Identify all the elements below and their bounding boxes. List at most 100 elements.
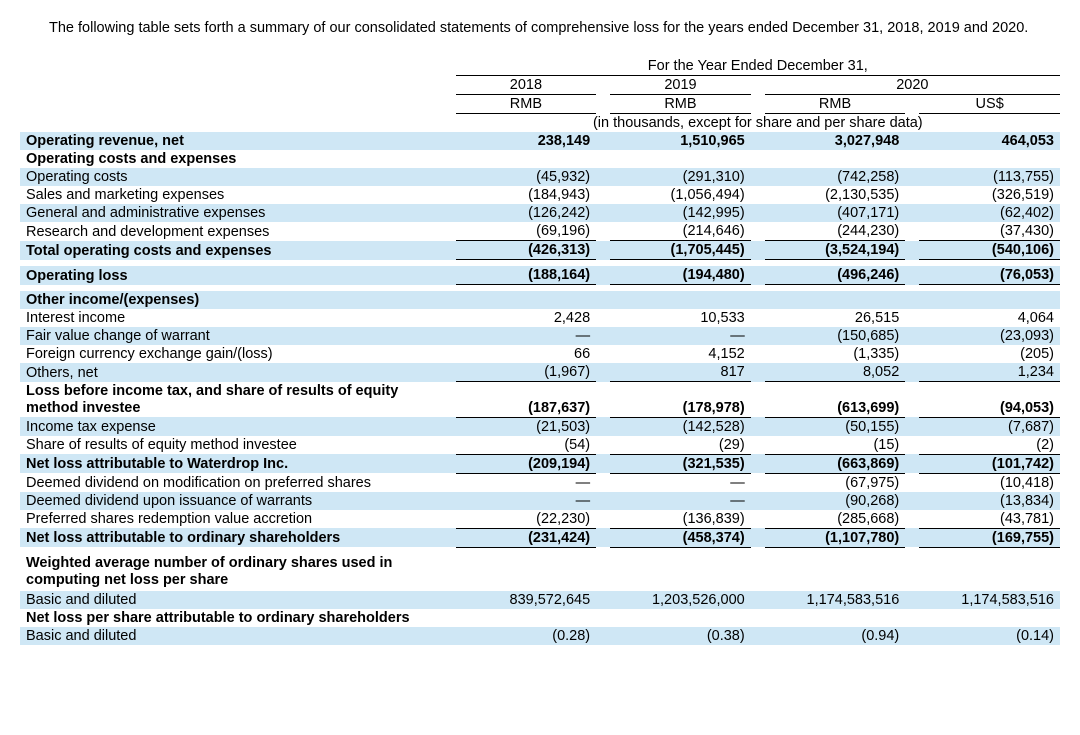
label-equity: Share of results of equity method invest… bbox=[20, 436, 442, 455]
val-lbt-2: (178,978) bbox=[610, 382, 751, 418]
label-op-rev: Operating revenue, net bbox=[20, 132, 442, 150]
header-note-row: (in thousands, except for share and per … bbox=[20, 114, 1060, 133]
row-op-costs: Operating costs (45,932) (291,310) (742,… bbox=[20, 168, 1060, 186]
label-bd1: Basic and diluted bbox=[20, 591, 442, 609]
val-deemed-mod-4: (10,418) bbox=[919, 473, 1060, 492]
label-op-loss: Operating loss bbox=[20, 266, 442, 285]
year-2020: 2020 bbox=[765, 76, 1060, 95]
val-bd1-4: 1,174,583,516 bbox=[919, 591, 1060, 609]
label-accretion: Preferred shares redemption value accret… bbox=[20, 510, 442, 529]
val-accretion-4: (43,781) bbox=[919, 510, 1060, 529]
header-currency-row: RMB RMB RMB US$ bbox=[20, 95, 1060, 114]
val-fv-warr-3: (150,685) bbox=[765, 327, 906, 345]
val-fv-warr-1: — bbox=[456, 327, 597, 345]
val-sm-4: (326,519) bbox=[919, 186, 1060, 204]
header-year-row: 2018 2019 2020 bbox=[20, 76, 1060, 95]
val-deemed-war-2: — bbox=[610, 492, 751, 510]
row-rd: Research and development expenses (69,19… bbox=[20, 222, 1060, 241]
label-deemed-mod: Deemed dividend on modification on prefe… bbox=[20, 473, 442, 492]
row-fx: Foreign currency exchange gain/(loss) 66… bbox=[20, 345, 1060, 363]
label-op-costs: Operating costs bbox=[20, 168, 442, 186]
row-wavg-header: Weighted average number of ordinary shar… bbox=[20, 554, 1060, 591]
label-others: Others, net bbox=[20, 363, 442, 382]
row-lbt: Loss before income tax, and share of res… bbox=[20, 382, 1060, 418]
val-lbt-1: (187,637) bbox=[456, 382, 597, 418]
val-deemed-mod-2: — bbox=[610, 473, 751, 492]
row-nl-wd: Net loss attributable to Waterdrop Inc. … bbox=[20, 454, 1060, 473]
val-bd2-2: (0.38) bbox=[610, 627, 751, 645]
row-fv-warr: Fair value change of warrant — — (150,68… bbox=[20, 327, 1060, 345]
val-tax-1: (21,503) bbox=[456, 417, 597, 436]
row-op-rev: Operating revenue, net 238,149 1,510,965… bbox=[20, 132, 1060, 150]
row-nl-ord: Net loss attributable to ordinary shareh… bbox=[20, 528, 1060, 547]
val-others-4: 1,234 bbox=[919, 363, 1060, 382]
row-accretion: Preferred shares redemption value accret… bbox=[20, 510, 1060, 529]
val-op-rev-3: 3,027,948 bbox=[765, 132, 906, 150]
val-lbt-4: (94,053) bbox=[919, 382, 1060, 418]
label-int-inc: Interest income bbox=[20, 309, 442, 327]
label-ga: General and administrative expenses bbox=[20, 204, 442, 222]
val-bd2-1: (0.28) bbox=[456, 627, 597, 645]
val-nl-wd-3: (663,869) bbox=[765, 454, 906, 473]
row-bd2: Basic and diluted (0.28) (0.38) (0.94) (… bbox=[20, 627, 1060, 645]
val-equity-4: (2) bbox=[919, 436, 1060, 455]
val-total-opex-3: (3,524,194) bbox=[765, 241, 906, 260]
unit-2020-usd: US$ bbox=[919, 95, 1060, 114]
val-op-rev-2: 1,510,965 bbox=[610, 132, 751, 150]
val-op-loss-1: (188,164) bbox=[456, 266, 597, 285]
label-deemed-war: Deemed dividend upon issuance of warrant… bbox=[20, 492, 442, 510]
val-nl-ord-4: (169,755) bbox=[919, 528, 1060, 547]
label-lbt: Loss before income tax, and share of res… bbox=[20, 382, 442, 418]
val-op-costs-2: (291,310) bbox=[610, 168, 751, 186]
val-bd1-3: 1,174,583,516 bbox=[765, 591, 906, 609]
val-op-costs-1: (45,932) bbox=[456, 168, 597, 186]
val-tax-3: (50,155) bbox=[765, 417, 906, 436]
intro-paragraph: The following table sets forth a summary… bbox=[20, 18, 1060, 39]
val-int-inc-2: 10,533 bbox=[610, 309, 751, 327]
val-bd2-4: (0.14) bbox=[919, 627, 1060, 645]
row-opex-header: Operating costs and expenses bbox=[20, 150, 1060, 168]
val-nl-wd-4: (101,742) bbox=[919, 454, 1060, 473]
val-sm-2: (1,056,494) bbox=[610, 186, 751, 204]
val-bd1-1: 839,572,645 bbox=[456, 591, 597, 609]
val-ga-4: (62,402) bbox=[919, 204, 1060, 222]
val-op-loss-3: (496,246) bbox=[765, 266, 906, 285]
year-2018: 2018 bbox=[456, 76, 597, 95]
val-bd1-2: 1,203,526,000 bbox=[610, 591, 751, 609]
label-fx: Foreign currency exchange gain/(loss) bbox=[20, 345, 442, 363]
val-fx-3: (1,335) bbox=[765, 345, 906, 363]
val-others-2: 817 bbox=[610, 363, 751, 382]
val-nl-ord-1: (231,424) bbox=[456, 528, 597, 547]
val-rd-1: (69,196) bbox=[456, 222, 597, 241]
val-int-inc-3: 26,515 bbox=[765, 309, 906, 327]
val-ga-3: (407,171) bbox=[765, 204, 906, 222]
val-total-opex-2: (1,705,445) bbox=[610, 241, 751, 260]
val-equity-2: (29) bbox=[610, 436, 751, 455]
val-fx-2: 4,152 bbox=[610, 345, 751, 363]
label-sm: Sales and marketing expenses bbox=[20, 186, 442, 204]
val-others-3: 8,052 bbox=[765, 363, 906, 382]
unit-2018: RMB bbox=[456, 95, 597, 114]
val-op-loss-4: (76,053) bbox=[919, 266, 1060, 285]
row-deemed-war: Deemed dividend upon issuance of warrant… bbox=[20, 492, 1060, 510]
val-deemed-war-1: — bbox=[456, 492, 597, 510]
header-note: (in thousands, except for share and per … bbox=[456, 114, 1060, 133]
label-nl-wd: Net loss attributable to Waterdrop Inc. bbox=[20, 454, 442, 473]
val-tax-4: (7,687) bbox=[919, 417, 1060, 436]
val-rd-3: (244,230) bbox=[765, 222, 906, 241]
val-int-inc-1: 2,428 bbox=[456, 309, 597, 327]
unit-2020-rmb: RMB bbox=[765, 95, 906, 114]
val-fx-1: 66 bbox=[456, 345, 597, 363]
val-deemed-mod-3: (67,975) bbox=[765, 473, 906, 492]
val-lbt-3: (613,699) bbox=[765, 382, 906, 418]
label-nl-ord: Net loss attributable to ordinary shareh… bbox=[20, 528, 442, 547]
val-sm-1: (184,943) bbox=[456, 186, 597, 204]
val-deemed-mod-1: — bbox=[456, 473, 597, 492]
val-ga-1: (126,242) bbox=[456, 204, 597, 222]
val-accretion-2: (136,839) bbox=[610, 510, 751, 529]
val-accretion-1: (22,230) bbox=[456, 510, 597, 529]
val-nl-wd-2: (321,535) bbox=[610, 454, 751, 473]
row-ga: General and administrative expenses (126… bbox=[20, 204, 1060, 222]
val-nl-ord-3: (1,107,780) bbox=[765, 528, 906, 547]
label-nlps-header: Net loss per share attributable to ordin… bbox=[20, 609, 442, 627]
